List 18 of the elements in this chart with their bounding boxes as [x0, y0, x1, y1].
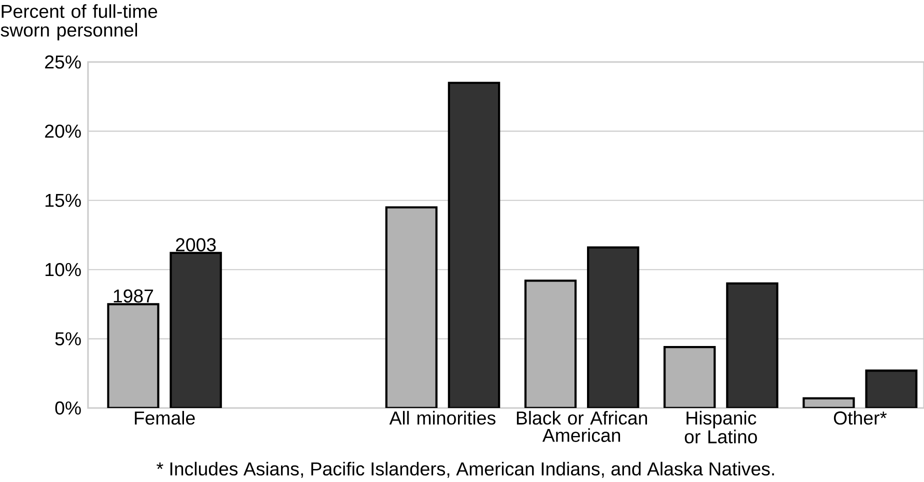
series-label: 2003 [176, 238, 216, 252]
y-axis-title: Percent of full-time sworn personnel [0, 4, 158, 40]
bar [107, 303, 160, 408]
series-label: 1987 [114, 289, 154, 303]
x-tick-label: All minorities [389, 410, 496, 425]
y-tick-label: 0% [55, 401, 81, 415]
x-tick-label: Hispanic or Latino [684, 410, 757, 444]
x-tick-label: Female [134, 410, 195, 425]
y-tick-label: 20% [45, 124, 81, 138]
y-tick-label: 5% [55, 332, 81, 346]
bar [865, 370, 918, 408]
y-tick-label: 15% [46, 194, 81, 207]
y-tick-label: 10% [46, 262, 81, 276]
x-tick-label: Black or African American [516, 410, 647, 442]
bar [664, 346, 716, 408]
text: * Includes Asians, Pacific Islanders, American Indians, and Alaska Natives. [156, 462, 774, 478]
x-tick-label: Other* [834, 410, 887, 425]
y-tick-label: 25% [45, 55, 81, 69]
